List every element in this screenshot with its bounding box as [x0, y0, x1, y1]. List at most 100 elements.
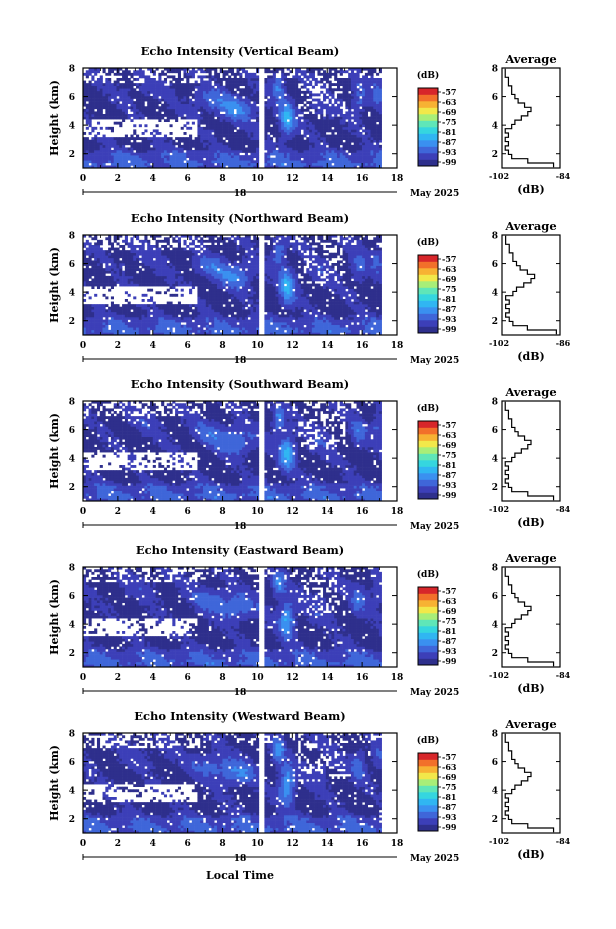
heatmap-cell — [110, 160, 114, 164]
heatmap-cell — [208, 301, 212, 305]
heatmap-cell — [342, 124, 346, 128]
heatmap-cell — [250, 142, 254, 146]
heatmap-cell — [311, 150, 315, 153]
heatmap-cell — [242, 88, 246, 92]
heatmap-cell — [311, 137, 315, 141]
heatmap-cell — [359, 165, 363, 169]
heatmap-cell — [113, 85, 117, 89]
heatmap-cell — [236, 68, 240, 71]
heatmap-cell — [300, 144, 304, 148]
heatmap-cell — [208, 306, 212, 310]
heatmap-cell — [189, 114, 193, 117]
heatmap-cell — [194, 304, 198, 308]
heatmap-cell — [189, 157, 193, 161]
heatmap-cell — [177, 152, 181, 156]
heatmap-cell — [225, 126, 229, 130]
heatmap-cell — [214, 291, 218, 295]
heatmap-cell — [211, 306, 215, 310]
heatmap-cell — [283, 106, 288, 110]
heatmap-cell — [138, 309, 142, 313]
heatmap-cell — [124, 106, 128, 110]
heatmap-cell — [267, 126, 271, 130]
heatmap-cell — [309, 126, 313, 130]
heatmap-cell — [239, 142, 243, 146]
heatmap-cell — [214, 155, 218, 159]
heatmap-cell — [216, 311, 221, 315]
heatmap-cell — [180, 150, 184, 153]
heatmap-cell — [194, 155, 198, 159]
x-tick-label: 4 — [150, 174, 156, 184]
heatmap-cell — [147, 332, 151, 336]
heatmap-cell — [91, 75, 95, 79]
heatmap-cell — [303, 85, 307, 89]
heatmap-cell — [272, 103, 276, 107]
heatmap-cell — [197, 132, 201, 135]
heatmap-cell — [216, 332, 221, 336]
heatmap-cell — [136, 93, 140, 97]
heatmap-cell — [127, 83, 131, 87]
heatmap-cell — [116, 147, 120, 151]
heatmap-cell — [295, 103, 299, 107]
heatmap-cell — [166, 137, 170, 141]
heatmap-cell — [200, 311, 204, 315]
heatmap-cell — [149, 152, 154, 156]
heatmap-cell — [203, 250, 207, 254]
heatmap-cell — [350, 150, 355, 153]
heatmap-cell — [91, 114, 95, 117]
heatmap-cell — [110, 322, 114, 326]
heatmap-cell — [253, 80, 257, 84]
heatmap-cell — [270, 101, 274, 105]
heatmap-cell — [278, 121, 282, 125]
heatmap-cell — [367, 80, 371, 84]
heatmap-cell — [373, 106, 377, 110]
heatmap-cell — [96, 268, 101, 272]
heatmap-cell — [247, 96, 251, 99]
heatmap-cell — [303, 70, 307, 74]
heatmap-cell — [306, 101, 310, 105]
heatmap-cell — [191, 273, 195, 277]
heatmap-cell — [172, 70, 176, 74]
heatmap-cell — [264, 90, 268, 94]
heatmap-cell — [94, 155, 98, 159]
heatmap-cell — [96, 273, 101, 277]
heatmap-cell — [219, 90, 223, 94]
heatmap-cell — [155, 265, 159, 269]
heatmap-cell — [180, 252, 184, 256]
heatmap-cell — [320, 72, 324, 76]
heatmap-cell — [378, 121, 382, 125]
heatmap-cell — [147, 281, 151, 284]
heatmap-cell — [367, 162, 371, 166]
heatmap-cell — [367, 72, 371, 76]
heatmap-cell — [233, 98, 237, 102]
heatmap-cell — [364, 129, 368, 133]
heatmap-cell — [144, 147, 148, 151]
heatmap-cell — [113, 263, 117, 266]
heatmap-cell — [141, 108, 145, 112]
heatmap-cell — [169, 319, 173, 323]
heatmap-cell — [373, 88, 377, 92]
heatmap-cell — [323, 93, 327, 97]
heatmap-cell — [183, 124, 187, 128]
heatmap-cell — [328, 106, 332, 110]
heatmap-cell — [306, 152, 310, 156]
heatmap-cell — [119, 88, 123, 92]
heatmap-cell — [172, 160, 176, 164]
colorbar-segment — [418, 146, 438, 154]
heatmap-cell — [88, 317, 92, 320]
heatmap-cell — [376, 134, 380, 138]
heatmap-cell — [108, 98, 112, 102]
heatmap-cell — [205, 90, 209, 94]
heatmap-cell — [163, 304, 168, 308]
heatmap-cell — [147, 322, 151, 326]
heatmap-cell — [183, 88, 187, 92]
heatmap-cell — [105, 237, 109, 241]
heatmap-cell — [130, 273, 134, 277]
heatmap-cell — [197, 88, 201, 92]
heatmap-cell — [378, 147, 382, 151]
heatmap-cell — [334, 72, 338, 76]
heatmap-cell — [244, 70, 248, 74]
heatmap-cell — [96, 157, 101, 161]
heatmap-cell — [105, 332, 109, 336]
heatmap-cell — [236, 103, 240, 107]
heatmap-cell — [183, 108, 187, 112]
